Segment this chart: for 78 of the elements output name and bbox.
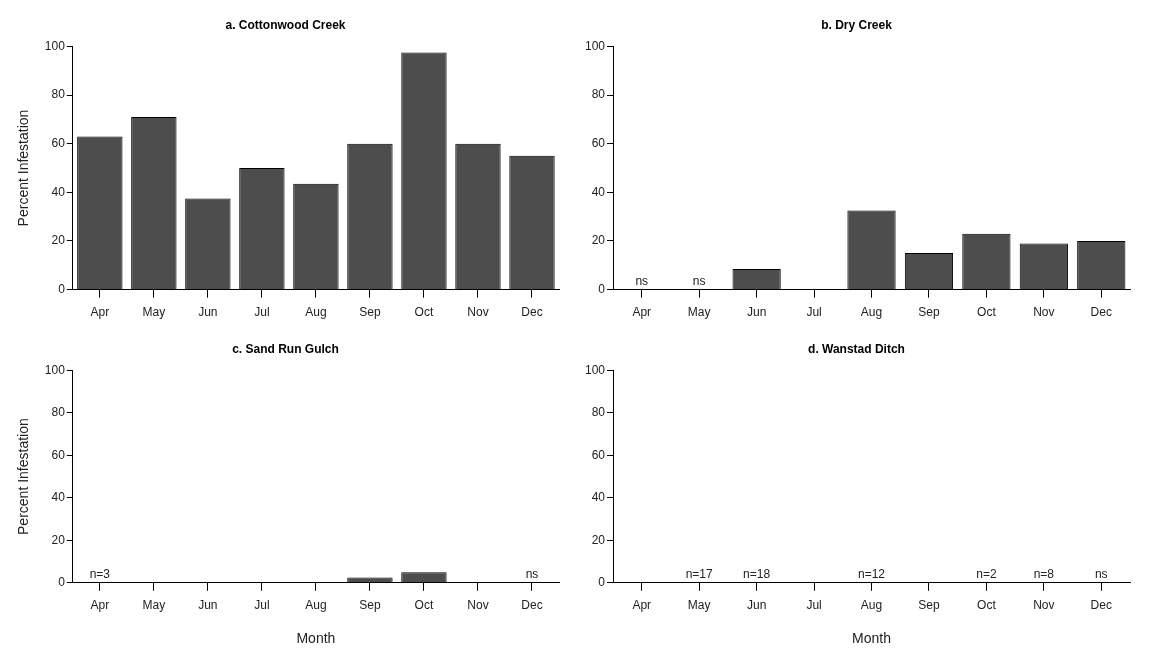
- y-tick-label: 60: [591, 135, 606, 150]
- x-tick-label: Jun: [198, 598, 218, 613]
- x-tick-label: Oct: [414, 305, 434, 320]
- annotation: n=17: [685, 567, 714, 582]
- x-tick-label: May: [142, 305, 166, 320]
- y-tick-label: 0: [598, 281, 606, 296]
- x-tick-label: Jun: [198, 305, 218, 320]
- x-axis-title: Month: [852, 630, 891, 647]
- text: ns: [635, 273, 649, 288]
- x-tick-label: Jul: [254, 305, 270, 320]
- y-tick-label: 80: [51, 405, 66, 420]
- y-tick-label: 100: [584, 362, 606, 377]
- x-tick-label: Sep: [359, 305, 381, 320]
- y-tick-label: 40: [51, 490, 66, 505]
- x-tick-label: May: [142, 598, 166, 613]
- chart-title: d. Wanstad Ditch: [808, 341, 905, 356]
- y-axis-title: Percent Infestation: [15, 109, 32, 227]
- text: ns: [525, 567, 539, 582]
- annotation: n=12: [858, 567, 886, 582]
- x-tick-label: May: [687, 598, 711, 613]
- x-tick-label: May: [687, 305, 711, 320]
- x-tick-label: Oct: [414, 598, 434, 613]
- y-tick-label: 40: [591, 490, 606, 505]
- x-tick-label: Nov: [467, 305, 489, 320]
- chart-title: b. Dry Creek: [821, 17, 893, 32]
- annotation: n=18: [743, 567, 771, 582]
- y-tick-label: 0: [598, 575, 606, 590]
- x-tick-label: Aug: [305, 305, 327, 320]
- y-tick-label: 80: [51, 87, 66, 102]
- y-tick-label: 80: [591, 405, 606, 420]
- x-tick-label: Sep: [918, 598, 940, 613]
- text: ns: [692, 273, 706, 288]
- x-tick-label: Nov: [467, 598, 489, 613]
- x-tick-label: Nov: [1033, 598, 1055, 613]
- x-tick-label: Dec: [1090, 305, 1112, 320]
- x-tick-label: Aug: [305, 598, 327, 613]
- y-axis-title: Percent Infestation: [15, 418, 32, 535]
- y-tick-label: 100: [44, 362, 66, 377]
- x-tick-label: Jul: [806, 598, 822, 613]
- y-tick-label: 40: [591, 184, 606, 199]
- x-tick-label: Dec: [521, 305, 543, 320]
- x-tick-label: Aug: [860, 598, 883, 613]
- y-tick-label: 80: [591, 87, 606, 102]
- chart-title: a. Cottonwood Creek: [225, 17, 346, 32]
- x-tick-label: Apr: [632, 598, 652, 613]
- x-axis-title: Month: [296, 630, 336, 647]
- x-tick-label: Apr: [90, 598, 110, 613]
- y-tick-label: 60: [591, 447, 606, 462]
- annotation: n=2: [976, 567, 997, 582]
- y-tick-label: 0: [58, 281, 66, 296]
- y-tick-label: 100: [584, 38, 606, 53]
- x-tick-label: Jul: [254, 598, 270, 613]
- x-tick-label: Apr: [90, 305, 110, 320]
- x-tick-label: Nov: [1033, 305, 1055, 320]
- x-tick-label: Apr: [632, 305, 652, 320]
- y-tick-label: 0: [58, 575, 66, 590]
- x-tick-label: Dec: [1090, 598, 1112, 613]
- x-tick-label: Oct: [977, 598, 997, 613]
- x-tick-label: Aug: [860, 305, 883, 320]
- y-tick-label: 20: [591, 532, 606, 547]
- text: ns: [1094, 567, 1108, 582]
- x-tick-label: Jun: [746, 598, 767, 613]
- x-tick-label: Dec: [521, 598, 543, 613]
- x-tick-label: Sep: [918, 305, 940, 320]
- chart-title: c. Sand Run Gulch: [232, 341, 339, 356]
- y-tick-label: 20: [591, 233, 606, 248]
- x-tick-label: Oct: [977, 305, 997, 320]
- y-tick-label: 60: [51, 135, 66, 150]
- y-tick-label: 40: [51, 184, 66, 199]
- y-tick-label: 100: [44, 38, 66, 53]
- x-tick-label: Sep: [359, 598, 381, 613]
- annotation: n=8: [1033, 567, 1055, 582]
- annotation: n=3: [89, 567, 111, 582]
- y-tick-label: 60: [51, 447, 66, 462]
- x-tick-label: Jun: [746, 305, 767, 320]
- y-tick-label: 20: [51, 532, 66, 547]
- y-tick-label: 20: [51, 233, 66, 248]
- x-tick-label: Jul: [806, 305, 822, 320]
